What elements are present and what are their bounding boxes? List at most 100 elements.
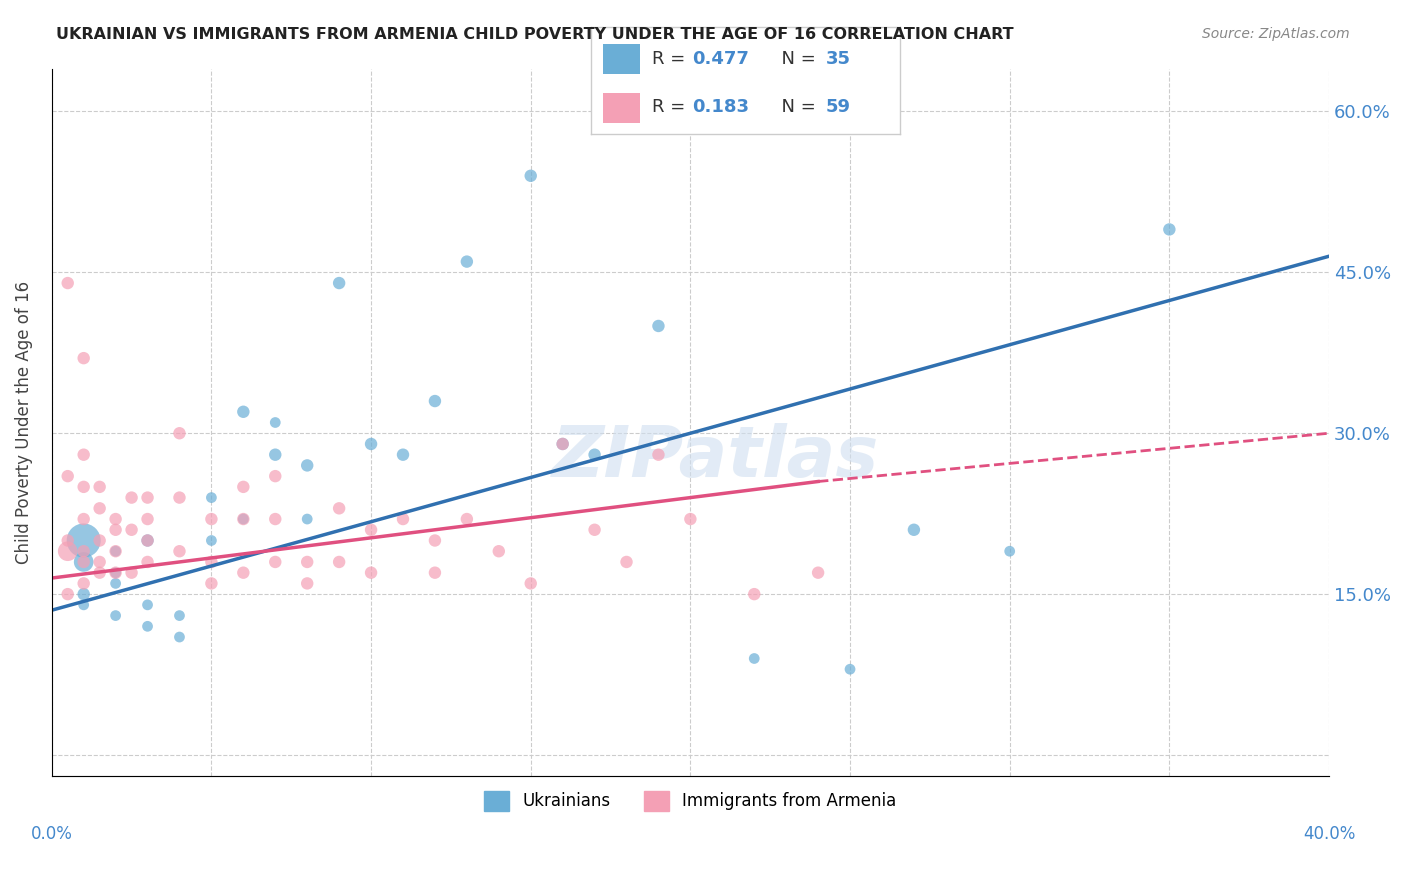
Point (328, 555, 350, 569)
Point (583, 523, 606, 537)
Text: Source: ZipAtlas.com: Source: ZipAtlas.com (1202, 27, 1350, 41)
Point (73, 512, 96, 526)
Point (169, 426, 191, 441)
Point (104, 544, 127, 558)
Point (169, 491, 191, 505)
Point (647, 318, 669, 333)
Point (423, 566, 446, 580)
Point (807, 566, 830, 580)
Point (73, 480, 96, 494)
Point (104, 566, 127, 580)
Point (89, 501, 111, 516)
Point (328, 276, 350, 290)
Point (56, 276, 79, 290)
Point (89, 555, 111, 569)
Text: UKRAINIAN VS IMMIGRANTS FROM ARMENIA CHILD POVERTY UNDER THE AGE OF 16 CORRELATI: UKRAINIAN VS IMMIGRANTS FROM ARMENIA CHI… (56, 27, 1014, 42)
Point (104, 512, 127, 526)
Point (264, 416, 287, 430)
Point (232, 566, 254, 580)
Point (169, 608, 191, 623)
Point (1159, 222, 1181, 236)
Point (121, 491, 143, 505)
Point (519, 169, 541, 183)
Point (519, 576, 541, 591)
Point (295, 555, 318, 569)
Point (89, 533, 111, 548)
Point (136, 619, 159, 633)
Legend: Ukrainians, Immigrants from Armenia: Ukrainians, Immigrants from Armenia (478, 784, 903, 818)
Point (136, 598, 159, 612)
Point (73, 598, 96, 612)
Point (73, 555, 96, 569)
Point (56, 533, 79, 548)
Text: 0.477: 0.477 (693, 50, 749, 68)
Point (998, 544, 1021, 558)
Text: ZIPatlas: ZIPatlas (553, 424, 880, 492)
Point (136, 555, 159, 569)
Point (73, 533, 96, 548)
Point (551, 437, 574, 451)
Point (89, 480, 111, 494)
Point (136, 533, 159, 548)
Text: N =: N = (770, 50, 821, 68)
Point (136, 533, 159, 548)
Point (264, 448, 287, 462)
Text: R =: R = (652, 98, 692, 116)
Text: R =: R = (652, 50, 692, 68)
Point (616, 555, 638, 569)
Point (679, 512, 702, 526)
Point (104, 566, 127, 580)
Point (295, 576, 318, 591)
Point (200, 512, 222, 526)
Point (264, 512, 287, 526)
Point (423, 394, 446, 409)
Point (169, 630, 191, 644)
Point (136, 512, 159, 526)
Point (200, 491, 222, 505)
Point (392, 448, 415, 462)
Point (360, 523, 382, 537)
Point (360, 566, 382, 580)
Point (742, 651, 765, 665)
Point (104, 576, 127, 591)
Text: N =: N = (770, 98, 821, 116)
Point (104, 523, 127, 537)
Point (200, 533, 222, 548)
Y-axis label: Child Poverty Under the Age of 16: Child Poverty Under the Age of 16 (15, 281, 32, 564)
Point (232, 512, 254, 526)
Point (232, 405, 254, 419)
Point (121, 523, 143, 537)
Point (121, 566, 143, 580)
Point (264, 469, 287, 483)
Point (232, 512, 254, 526)
Point (104, 544, 127, 558)
Point (200, 576, 222, 591)
Text: 0.183: 0.183 (693, 98, 749, 116)
Point (232, 480, 254, 494)
Point (56, 469, 79, 483)
Point (73, 448, 96, 462)
Point (360, 437, 382, 451)
Point (73, 576, 96, 591)
Point (89, 566, 111, 580)
Point (456, 512, 478, 526)
Point (392, 512, 415, 526)
Point (647, 448, 669, 462)
Point (73, 587, 96, 601)
Point (742, 587, 765, 601)
FancyBboxPatch shape (603, 93, 640, 123)
Point (328, 501, 350, 516)
Point (551, 437, 574, 451)
Point (903, 523, 925, 537)
Point (488, 544, 510, 558)
Point (583, 448, 606, 462)
Point (136, 491, 159, 505)
Point (73, 544, 96, 558)
Point (456, 254, 478, 268)
Text: 0.0%: 0.0% (31, 825, 73, 843)
Point (295, 512, 318, 526)
Point (423, 533, 446, 548)
Point (295, 458, 318, 473)
FancyBboxPatch shape (603, 44, 640, 74)
Point (200, 555, 222, 569)
